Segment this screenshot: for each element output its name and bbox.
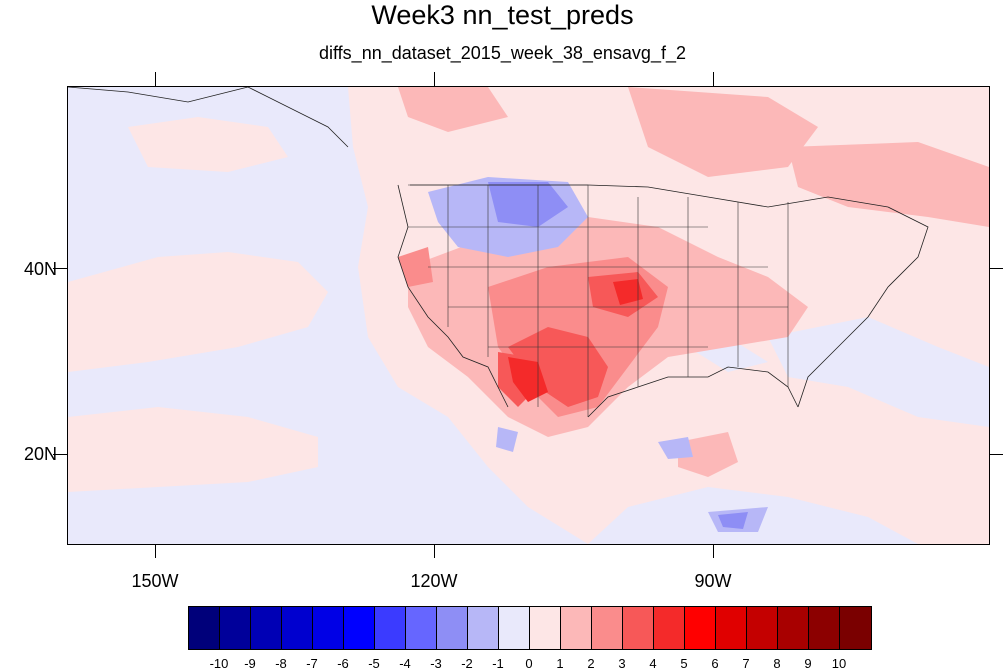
colorbar-swatch — [313, 607, 344, 649]
lon-label-150w: 150W — [131, 571, 179, 591]
colorbar-swatch — [282, 607, 313, 649]
map-tick — [53, 268, 67, 269]
colorbar — [188, 606, 872, 650]
colorbar-label: -3 — [430, 656, 442, 671]
map-tick — [155, 544, 156, 558]
colorbar-label: -5 — [368, 656, 380, 671]
map-tick — [434, 544, 435, 558]
colorbar-swatch — [530, 607, 561, 649]
map-tick — [989, 454, 1003, 455]
map-tick — [989, 268, 1003, 269]
colorbar-label: -7 — [306, 656, 318, 671]
colorbar-swatch — [840, 607, 871, 649]
colorbar-label: 4 — [649, 656, 657, 671]
colorbar-swatch — [716, 607, 747, 649]
colorbar-label: 0 — [525, 656, 533, 671]
colorbar-label: 6 — [711, 656, 719, 671]
coastline-outlines — [68, 87, 929, 418]
colorbar-label: -4 — [399, 656, 411, 671]
colorbar-swatch — [375, 607, 406, 649]
colorbar-swatch — [220, 607, 251, 649]
colorbar-label: 2 — [587, 656, 595, 671]
state-boundaries — [408, 184, 789, 417]
colorbar-swatch — [747, 607, 778, 649]
lat-label-40n: 40N — [24, 259, 58, 279]
map-tick — [53, 454, 67, 455]
colorbar-label: -9 — [244, 656, 256, 671]
colorbar-swatch — [561, 607, 592, 649]
colorbar-label: -8 — [275, 656, 287, 671]
lon-label-90w: 90W — [694, 571, 732, 591]
colorbar-swatch — [654, 607, 685, 649]
colorbar-swatch — [623, 607, 654, 649]
map-title: Week3 nn_test_preds — [371, 0, 634, 30]
colorbar-swatch — [809, 607, 840, 649]
moderate-positive-regions — [398, 87, 989, 477]
colorbar-label: 1 — [556, 656, 564, 671]
anomaly-map — [67, 86, 990, 545]
colorbar-label: 5 — [680, 656, 688, 671]
colorbar-label: 9 — [804, 656, 812, 671]
moderate-negative-regions — [488, 182, 748, 529]
colorbar-label: -2 — [461, 656, 473, 671]
colorbar-label: 8 — [773, 656, 781, 671]
colorbar-swatch — [437, 607, 468, 649]
map-tick — [713, 72, 714, 86]
colorbar-label: -6 — [337, 656, 349, 671]
lon-label-120w: 120W — [410, 571, 458, 591]
colorbar-swatch — [406, 607, 437, 649]
colorbar-swatch — [499, 607, 530, 649]
colorbar-label: -10 — [209, 656, 229, 671]
map-tick — [434, 72, 435, 86]
colorbar-label: 3 — [618, 656, 626, 671]
colorbar-swatch — [592, 607, 623, 649]
colorbar-swatch — [344, 607, 375, 649]
colorbar-label: -1 — [492, 656, 504, 671]
map-tick — [155, 72, 156, 86]
map-subtitle: diffs_nn_dataset_2015_week_38_ensavg_f_2 — [319, 43, 686, 63]
colorbar-swatch — [189, 607, 220, 649]
lat-label-20n: 20N — [24, 444, 58, 464]
colorbar-label: 10 — [831, 656, 847, 671]
map-tick — [713, 544, 714, 558]
colorbar-swatch — [251, 607, 282, 649]
colorbar-swatch — [468, 607, 499, 649]
anomaly-map-canvas — [68, 87, 989, 544]
colorbar-swatch — [778, 607, 809, 649]
colorbar-label: 7 — [742, 656, 750, 671]
colorbar-swatch — [685, 607, 716, 649]
